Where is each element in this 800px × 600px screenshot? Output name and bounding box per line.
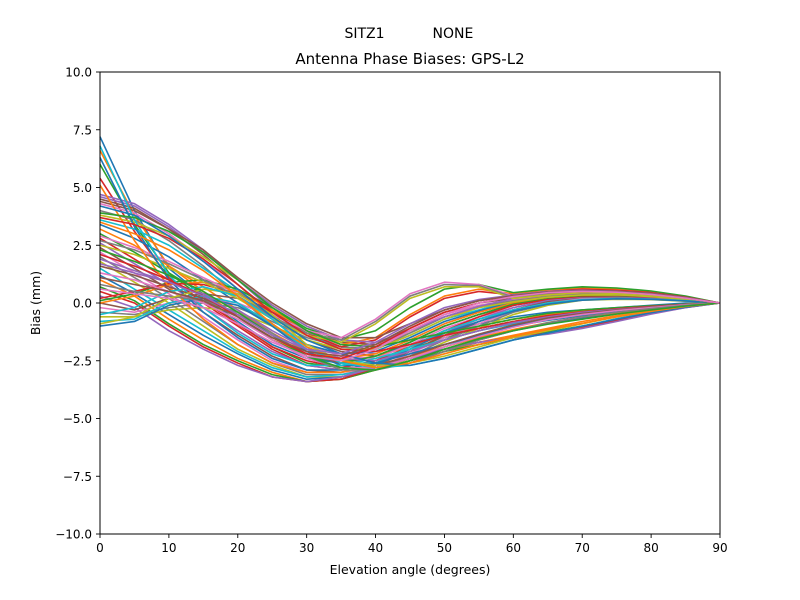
y-tick-label: 10.0 [65,66,92,80]
series-line-35 [99,195,721,344]
x-tick-label: 80 [643,541,658,555]
y-tick-label: −5.0 [63,412,92,426]
x-tick-label: 60 [506,541,521,555]
chart-title: Antenna Phase Biases: GPS-L2 [295,50,524,68]
y-axis-label: Bias (mm) [28,271,43,335]
series-line-57 [99,288,721,362]
series-line-52 [99,221,721,369]
series-line-51 [99,205,721,367]
series-line-39 [99,244,721,344]
x-tick-label: 0 [96,541,104,555]
y-tick-label: 2.5 [73,239,92,253]
x-axis-ticks: 0 10 20 30 40 50 60 70 80 90 [96,534,728,555]
y-tick-label: −7.5 [63,470,92,484]
x-tick-label: 70 [575,541,590,555]
series-layer [99,136,721,383]
x-tick-label: 20 [230,541,245,555]
x-tick-label: 10 [161,541,176,555]
series-line-53 [99,249,721,371]
figure-suptitle: SITZ1 NONE [0,10,800,58]
x-tick-label: 50 [437,541,452,555]
x-tick-label: 90 [712,541,727,555]
y-tick-label: 7.5 [73,123,92,137]
y-tick-label: −10.0 [55,528,92,542]
y-tick-label: 0.0 [73,297,92,311]
x-axis-label: Elevation angle (degrees) [330,562,491,577]
series-line-47 [99,272,721,369]
y-tick-label: 5.0 [73,181,92,195]
y-axis-ticks: −10.0 −7.5 −5.0 −2.5 0.0 2.5 5.0 7.5 10.0 [55,66,100,542]
x-tick-label: 30 [299,541,314,555]
x-tick-label: 40 [368,541,383,555]
suptitle-antenna: NONE [432,26,474,42]
y-tick-label: −2.5 [63,354,92,368]
suptitle-station: SITZ1 [344,26,385,42]
series-line-43 [99,212,721,348]
